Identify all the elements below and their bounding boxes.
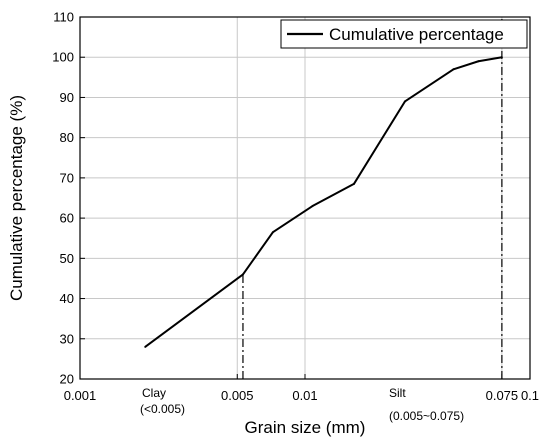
x-tick-label: 0.001 — [64, 388, 97, 403]
data-point — [500, 56, 503, 59]
reference-lines — [242, 17, 503, 379]
x-tick-label: 0.075 — [486, 388, 519, 403]
data-point — [452, 68, 455, 71]
x-tick-label: 0.01 — [292, 388, 317, 403]
grid — [80, 16, 530, 380]
series-line-cumulative-percentage — [144, 56, 503, 348]
x-tick-label: 0.005 — [221, 388, 254, 403]
y-tick-label: 70 — [60, 170, 74, 185]
data-point — [241, 273, 244, 276]
data-point — [477, 60, 480, 63]
data-point — [271, 231, 274, 234]
data-point — [311, 205, 314, 208]
y-tick-label: 90 — [60, 90, 74, 105]
x-axis-title: Grain size (mm) — [245, 418, 366, 437]
y-tick-label: 110 — [53, 10, 74, 25]
data-point — [144, 345, 147, 348]
annotation-silt: Silt (0.005~0.075) — [389, 386, 464, 423]
x-tick-labels: 0.001 0.005 0.01 0.075 0.1 — [64, 388, 539, 403]
y-tick-label: 20 — [60, 372, 74, 387]
y-tick-label: 60 — [60, 211, 74, 226]
y-tick-label: 80 — [60, 130, 74, 145]
data-point — [352, 182, 355, 185]
series-layer — [144, 56, 503, 348]
x-tick-label: 0.1 — [521, 388, 539, 403]
annotation-silt-line-2: (0.005~0.075) — [389, 409, 464, 423]
annotation-silt-line-1: Silt — [389, 386, 406, 400]
y-tick-labels: 20 30 40 50 60 70 80 90 100 110 — [52, 10, 74, 387]
y-tick-label: 40 — [60, 291, 74, 306]
annotation-clay-line-2: (<0.005) — [140, 402, 185, 416]
y-tick-label: 50 — [60, 251, 74, 266]
data-point — [403, 100, 406, 103]
y-tick-label: 30 — [60, 331, 74, 346]
ticks — [79, 16, 531, 380]
legend: Cumulative percentage — [280, 19, 528, 49]
y-axis-title: Cumulative percentage (%) — [7, 95, 26, 301]
y-tick-label: 100 — [52, 50, 74, 65]
annotation-clay-line-1: Clay — [142, 386, 166, 400]
annotation-clay: Clay (<0.005) — [140, 386, 185, 416]
legend-entry-cumulative-percentage: Cumulative percentage — [329, 25, 504, 44]
